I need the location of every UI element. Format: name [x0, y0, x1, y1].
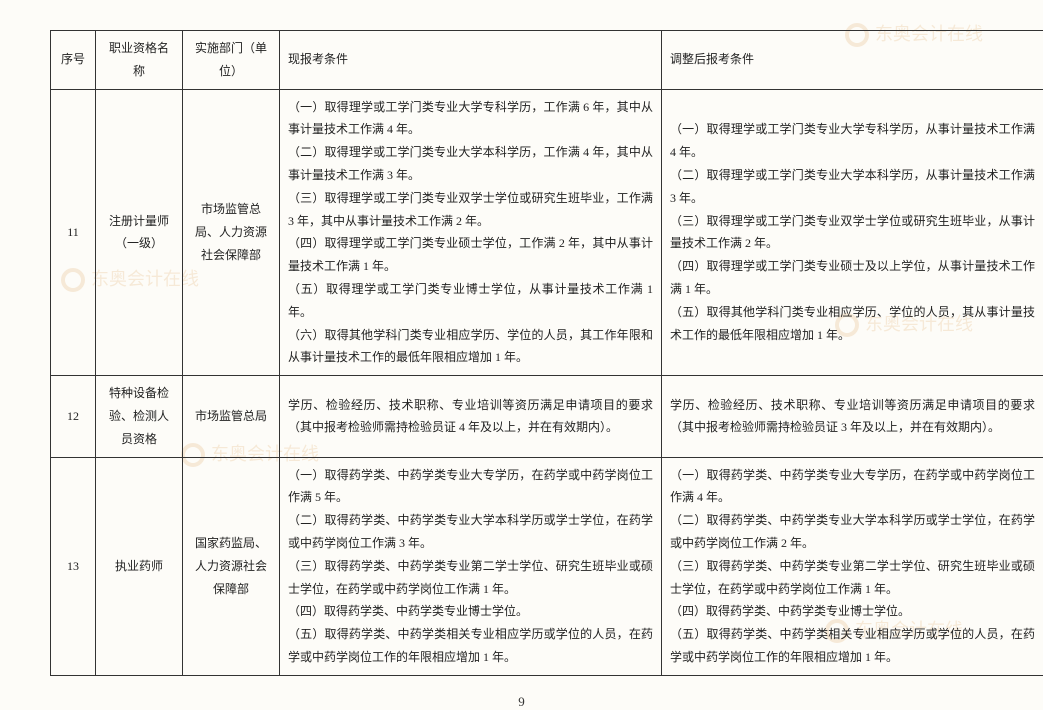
cell-name: 注册计量师（一级）: [96, 89, 183, 376]
page-number: 9: [50, 694, 993, 710]
table-row: 11 注册计量师（一级） 市场监管总局、人力资源社会保障部 （一）取得理学或工学…: [51, 89, 1043, 376]
cell-adjusted: 学历、检验经历、技术职称、专业培训等资历满足申请项目的要求（其中报考检验师需持检…: [662, 376, 1043, 457]
cell-adjusted: （一）取得理学或工学门类专业大学专科学历，从事计量技术工作满 4 年。（二）取得…: [662, 89, 1043, 376]
cell-adjusted: （一）取得药学类、中药学类专业大专学历，在药学或中药学岗位工作满 4 年。（二）…: [662, 457, 1043, 675]
cell-current: （一）取得药学类、中药学类专业大专学历，在药学或中药学岗位工作满 5 年。（二）…: [280, 457, 662, 675]
qualification-table: 序号 职业资格名称 实施部门（单位） 现报考条件 调整后报考条件 11 注册计量…: [50, 30, 1043, 676]
cell-current: （一）取得理学或工学门类专业大学专科学历，工作满 6 年，其中从事计量技术工作满…: [280, 89, 662, 376]
cell-name: 执业药师: [96, 457, 183, 675]
cell-dept: 市场监管总局: [183, 376, 280, 457]
header-seq: 序号: [51, 31, 96, 90]
header-name: 职业资格名称: [96, 31, 183, 90]
cell-name: 特种设备检验、检测人员资格: [96, 376, 183, 457]
cell-seq: 13: [51, 457, 96, 675]
cell-dept: 国家药监局、人力资源社会保障部: [183, 457, 280, 675]
table-row: 12 特种设备检验、检测人员资格 市场监管总局 学历、检验经历、技术职称、专业培…: [51, 376, 1043, 457]
cell-seq: 12: [51, 376, 96, 457]
table-header-row: 序号 职业资格名称 实施部门（单位） 现报考条件 调整后报考条件: [51, 31, 1043, 90]
table-row: 13 执业药师 国家药监局、人力资源社会保障部 （一）取得药学类、中药学类专业大…: [51, 457, 1043, 675]
header-adjusted: 调整后报考条件: [662, 31, 1043, 90]
cell-dept: 市场监管总局、人力资源社会保障部: [183, 89, 280, 376]
cell-seq: 11: [51, 89, 96, 376]
cell-current: 学历、检验经历、技术职称、专业培训等资历满足申请项目的要求（其中报考检验师需持检…: [280, 376, 662, 457]
header-dept: 实施部门（单位）: [183, 31, 280, 90]
header-current: 现报考条件: [280, 31, 662, 90]
